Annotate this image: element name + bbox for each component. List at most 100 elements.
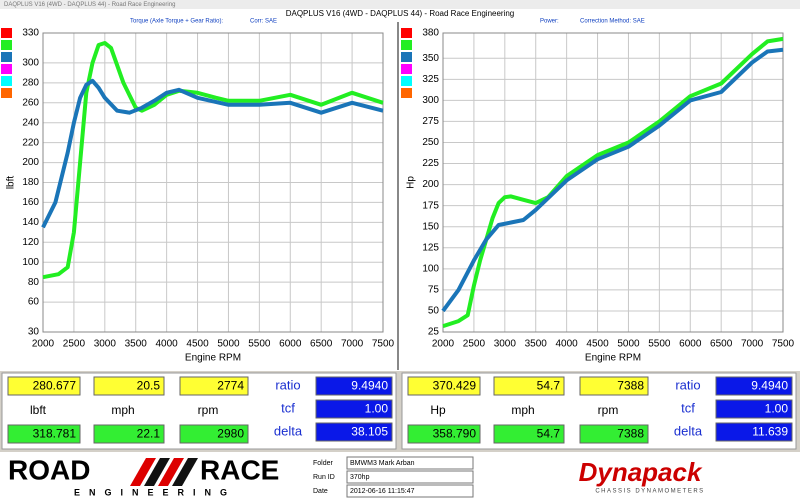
y-tick-label: 50: [428, 306, 440, 317]
x-tick-label: 2500: [63, 339, 86, 350]
param-label: delta: [674, 423, 703, 438]
info-value: 370hp: [350, 474, 370, 481]
info-box: [346, 484, 474, 498]
value-bottom: 54.7: [537, 427, 561, 441]
y-tick-label: 120: [22, 237, 39, 248]
param-box: [715, 376, 793, 396]
value-box: [93, 424, 165, 444]
y-tick-label: 30: [28, 327, 40, 338]
value-box: [93, 376, 165, 396]
param-value: 9.4940: [351, 379, 388, 393]
y-tick-label: 300: [22, 58, 39, 69]
value-top: 370.429: [433, 379, 477, 393]
y-tick-label: 280: [22, 77, 39, 88]
value-box: [493, 424, 565, 444]
x-tick-label: 4500: [586, 339, 609, 350]
x-axis-label: Engine RPM: [585, 353, 641, 364]
x-tick-label: 7000: [341, 339, 364, 350]
logo-left: ROAD: [8, 454, 90, 485]
x-tick-label: 5000: [617, 339, 640, 350]
value-box: [7, 376, 81, 396]
value-box: [179, 376, 249, 396]
brand-name: Dynapack: [579, 457, 703, 487]
logo-sub: ENGINEERING: [74, 487, 236, 497]
info-label: Folder: [313, 460, 334, 467]
y-tick-label: 350: [422, 53, 439, 64]
param-label: ratio: [275, 377, 300, 392]
chart-subtitle: Torque (Axle Torque + Gear Ratio):: [130, 19, 223, 25]
series-line: [441, 47, 784, 313]
unit-label: rpm: [198, 403, 219, 417]
x-axis-label: Engine RPM: [185, 353, 241, 364]
value-box: [579, 376, 649, 396]
series-line: [442, 36, 784, 329]
y-tick-label: 175: [422, 200, 439, 211]
value-top: 280.677: [33, 379, 77, 393]
y-tick-label: 160: [22, 197, 39, 208]
param-value: 9.4940: [751, 379, 788, 393]
y-tick-label: 250: [422, 137, 439, 148]
series-line: [41, 78, 384, 229]
x-tick-label: 7500: [772, 339, 795, 350]
info-value: BMWM3 Mark Arban: [350, 460, 415, 467]
swatches-left: [1, 28, 12, 98]
param-box: [315, 399, 393, 419]
param-box: [315, 422, 393, 442]
y-tick-label: 260: [22, 97, 39, 108]
value-box: [407, 424, 481, 444]
y-tick-label: 330: [22, 28, 39, 39]
swatches-right: [401, 28, 412, 98]
info-box: [346, 456, 474, 470]
param-box: [315, 376, 393, 396]
value-box: [179, 424, 249, 444]
y-tick-label: 100: [22, 257, 39, 268]
value-bottom: 358.790: [433, 427, 477, 441]
unit-label: Hp: [430, 403, 446, 417]
param-box: [715, 399, 793, 419]
header: DAQPLUS V16 (4WD - DAQPLUS 44) - Road Ra…: [286, 9, 515, 18]
chart-correction: Corr: SAE: [250, 19, 277, 25]
param-box: [715, 422, 793, 442]
y-tick-label: 380: [422, 28, 439, 39]
chart-subtitle: Power:: [540, 19, 559, 25]
y-tick-label: 100: [422, 263, 439, 274]
x-tick-label: 3000: [94, 339, 117, 350]
info-box: [346, 470, 474, 484]
x-tick-label: 4000: [156, 339, 179, 350]
x-tick-label: 6500: [710, 339, 733, 350]
y-axis-label: Hp: [406, 176, 417, 189]
y-tick-label: 180: [22, 177, 39, 188]
unit-label: mph: [111, 403, 134, 417]
value-bottom: 7388: [617, 427, 644, 441]
x-tick-label: 3500: [125, 339, 148, 350]
y-tick-label: 150: [422, 221, 439, 232]
y-tick-label: 75: [428, 285, 440, 296]
y-tick-label: 220: [22, 137, 39, 148]
y-tick-label: 300: [422, 95, 439, 106]
x-tick-label: 4500: [186, 339, 209, 350]
unit-label: lbft: [30, 403, 47, 417]
x-tick-label: 7500: [372, 339, 395, 350]
value-top: 20.5: [137, 379, 161, 393]
y-tick-label: 140: [22, 217, 39, 228]
x-tick-label: 3000: [494, 339, 517, 350]
y-tick-label: 325: [422, 74, 439, 85]
value-top: 54.7: [537, 379, 561, 393]
x-tick-label: 2000: [32, 339, 55, 350]
logo-right: RACE: [200, 454, 279, 485]
x-tick-label: 4000: [556, 339, 579, 350]
param-value: 1.00: [365, 402, 389, 416]
y-tick-label: 125: [422, 242, 439, 253]
param-label: ratio: [675, 377, 700, 392]
window-title: DAQPLUS V16 (4WD - DAQPLUS 44) - Road Ra…: [4, 2, 175, 8]
x-tick-label: 3500: [525, 339, 548, 350]
x-tick-label: 6000: [679, 339, 702, 350]
title-bar: [0, 0, 800, 9]
param-value: 38.105: [351, 425, 388, 439]
x-tick-label: 6000: [279, 339, 302, 350]
x-tick-label: 6500: [310, 339, 333, 350]
y-tick-label: 240: [22, 117, 39, 128]
value-top: 7388: [617, 379, 644, 393]
y-tick-label: 200: [422, 179, 439, 190]
